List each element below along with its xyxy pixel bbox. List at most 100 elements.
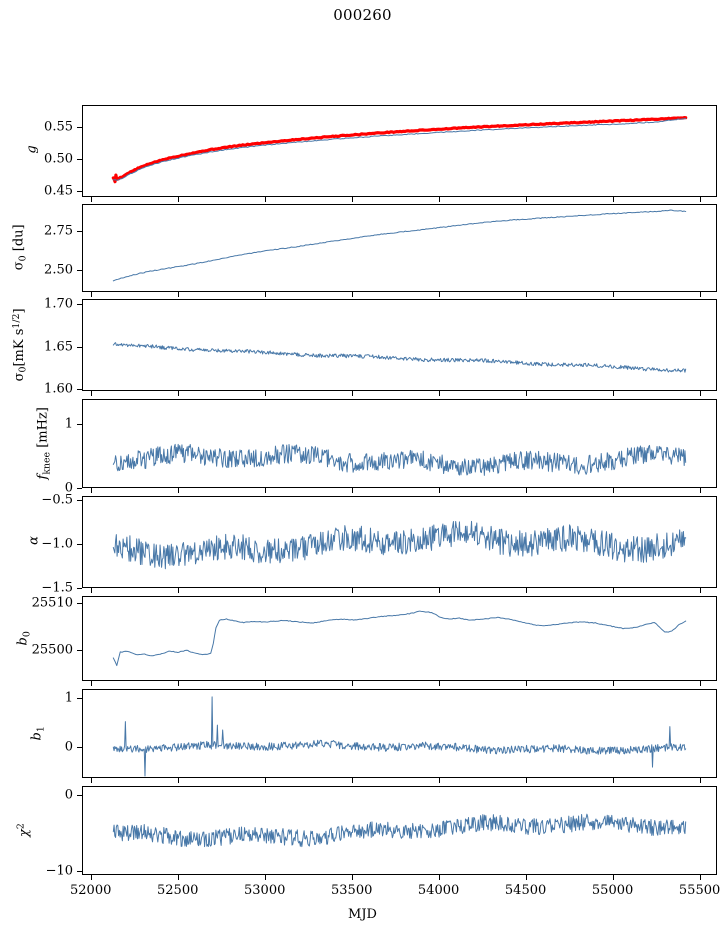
x-tick-mark [525, 588, 527, 593]
plot-panel-chi-2 [82, 786, 717, 875]
x-tick-mark [525, 197, 527, 202]
y-tick-mark [77, 499, 82, 501]
y-axis-label: σ0[mK s1/2] [11, 308, 29, 382]
x-tick-mark [699, 588, 701, 593]
x-tick-mark [90, 588, 92, 593]
b0 [112, 610, 687, 667]
x-tick-mark [612, 197, 614, 202]
x-tick-mark [612, 488, 614, 493]
x-tick-mark [90, 778, 92, 783]
panel-canvas [112, 342, 687, 373]
x-tick-mark [90, 292, 92, 297]
x-tick-mark [177, 681, 179, 686]
x-tick-mark [612, 681, 614, 686]
y-tick-mark [77, 389, 82, 391]
x-tick-mark [264, 778, 266, 783]
x-tick-mark [438, 778, 440, 783]
x-tick-mark [612, 292, 614, 297]
y-tick-label: 0 [64, 480, 73, 496]
x-tick-mark [90, 681, 92, 686]
y-tick-label: −0.5 [41, 492, 73, 507]
x-tick-mark [177, 488, 179, 493]
x-tick-mark [90, 391, 92, 396]
y-tick-label: 1 [64, 690, 73, 706]
x-tick-label: 53000 [244, 883, 286, 898]
y-tick-mark [77, 158, 82, 160]
y-tick-label: 1.65 [44, 339, 73, 355]
panel-canvas [112, 610, 687, 667]
y-tick-label: 1 [64, 416, 73, 431]
x-tick-mark [438, 588, 440, 593]
x-tick-label: 53500 [331, 883, 373, 898]
plot-panel-sigma-0-mk-s-1-2- [82, 299, 717, 391]
x-tick-mark [612, 588, 614, 593]
x-tick-mark [699, 778, 701, 783]
y-tick-label: 1.60 [44, 381, 73, 397]
sigma0-du [112, 209, 687, 282]
x-tick-mark [177, 778, 179, 783]
x-tick-mark [699, 875, 701, 880]
y-tick-label: 25510 [31, 595, 73, 611]
panel-canvas [112, 209, 687, 282]
panel-frame [82, 399, 717, 488]
x-tick-mark [351, 681, 353, 686]
x-tick-mark [177, 588, 179, 593]
y-tick-label: 0.50 [44, 151, 73, 167]
y-tick-label: 2.50 [44, 262, 73, 278]
x-tick-mark [351, 488, 353, 493]
x-tick-mark [699, 391, 701, 396]
x-tick-mark [90, 197, 92, 202]
fknee [112, 443, 687, 476]
panel-frame [82, 596, 717, 681]
y-tick-mark [77, 190, 82, 192]
x-tick-mark [264, 292, 266, 297]
y-tick-mark [77, 870, 82, 872]
x-tick-mark [438, 875, 440, 880]
x-tick-label: 54000 [417, 883, 460, 898]
x-tick-mark [699, 681, 701, 686]
y-tick-mark [77, 795, 82, 797]
x-tick-mark [264, 197, 266, 202]
x-tick-mark [525, 681, 527, 686]
x-tick-label: 52500 [157, 883, 199, 898]
y-tick-mark [77, 588, 82, 590]
x-tick-mark [264, 681, 266, 686]
x-tick-mark [351, 292, 353, 297]
x-tick-mark [177, 391, 179, 396]
y-tick-mark [77, 543, 82, 545]
y-tick-mark [77, 488, 82, 490]
panel-canvas [112, 520, 687, 570]
b1 [112, 696, 687, 777]
x-tick-mark [264, 875, 266, 880]
x-axis-label: MJD [348, 907, 377, 922]
x-tick-mark [699, 292, 701, 297]
x-tick-mark [612, 778, 614, 783]
x-tick-mark [612, 391, 614, 396]
x-tick-mark [525, 875, 527, 880]
y-tick-label: 0 [64, 787, 73, 803]
y-tick-mark [77, 423, 82, 425]
g-model-red [111, 116, 688, 184]
plot-panel-g [82, 105, 717, 197]
y-tick-label: 1.70 [44, 296, 73, 312]
x-tick-mark [699, 488, 701, 493]
x-tick-mark [351, 391, 353, 396]
figure-title: 000260 [333, 6, 392, 24]
y-tick-label: −10 [45, 863, 73, 878]
x-tick-mark [525, 292, 527, 297]
x-tick-label: 55500 [678, 883, 721, 898]
panel-frame [82, 204, 717, 292]
x-tick-mark [264, 588, 266, 593]
x-tick-mark [90, 875, 92, 880]
x-tick-mark [525, 778, 527, 783]
x-tick-mark [264, 391, 266, 396]
x-tick-mark [177, 875, 179, 880]
x-tick-mark [351, 588, 353, 593]
x-tick-label: 54500 [504, 883, 547, 898]
plot-panel-b-1 [82, 689, 717, 778]
x-tick-mark [177, 197, 179, 202]
y-tick-mark [77, 270, 82, 272]
x-tick-mark [351, 778, 353, 783]
y-tick-mark [77, 127, 82, 129]
